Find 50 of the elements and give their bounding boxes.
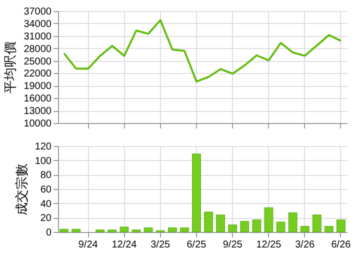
y-tick-label: 0 xyxy=(46,228,52,238)
y-tick-label: 10000 xyxy=(24,118,52,130)
bar xyxy=(60,228,68,232)
bar xyxy=(180,227,189,232)
x-tick-label: 9/24 xyxy=(78,240,98,250)
x-tick-label: 6/26 xyxy=(331,240,352,250)
y-tick-label: 16000 xyxy=(24,94,52,105)
y-tick-label: 13000 xyxy=(24,106,52,118)
x-tick-label: 6/25 xyxy=(186,240,207,250)
bar xyxy=(312,214,322,232)
bar xyxy=(228,224,238,232)
bar xyxy=(168,227,177,232)
bar xyxy=(300,226,310,232)
y-tick-label: 19000 xyxy=(24,81,52,92)
y-tick-label: 20 xyxy=(40,213,52,224)
y-axis-title: 成交宗數 xyxy=(14,164,29,216)
bar xyxy=(72,228,81,232)
y-tick-label: 34000 xyxy=(24,18,52,30)
bar xyxy=(120,226,129,232)
bar xyxy=(144,227,153,232)
y-tick-label: 100 xyxy=(34,156,52,167)
x-tick-label: 9/25 xyxy=(222,240,243,250)
y-tick-label: 37000 xyxy=(24,6,52,18)
x-tick-label: 3/26 xyxy=(295,240,316,250)
bar xyxy=(336,220,346,232)
y-axis-title: 平均呎價 xyxy=(2,42,18,94)
x-tick-label: 3/25 xyxy=(150,240,171,250)
y-tick-label: 120 xyxy=(34,142,52,152)
y-tick-label: 25000 xyxy=(24,56,52,68)
bar xyxy=(132,230,141,232)
x-tick-label: 12/25 xyxy=(256,240,282,250)
y-tick-label: 31000 xyxy=(24,31,52,42)
bar xyxy=(192,154,201,232)
line-series xyxy=(63,19,342,83)
bar xyxy=(324,226,334,232)
bar xyxy=(288,212,298,232)
bar xyxy=(240,221,250,232)
y-tick-label: 80 xyxy=(40,170,52,182)
y-tick-label: 60 xyxy=(40,184,52,196)
y-tick-label: 40 xyxy=(40,198,52,210)
y-tick-label: 22000 xyxy=(24,68,52,80)
bar xyxy=(264,207,274,232)
bar xyxy=(252,220,262,232)
bar xyxy=(204,212,213,232)
bar xyxy=(216,214,226,232)
x-tick-label: 12/24 xyxy=(112,240,138,250)
bar xyxy=(108,230,117,232)
y-tick-label: 28000 xyxy=(24,44,52,55)
bar xyxy=(96,230,105,232)
bar xyxy=(276,222,286,232)
